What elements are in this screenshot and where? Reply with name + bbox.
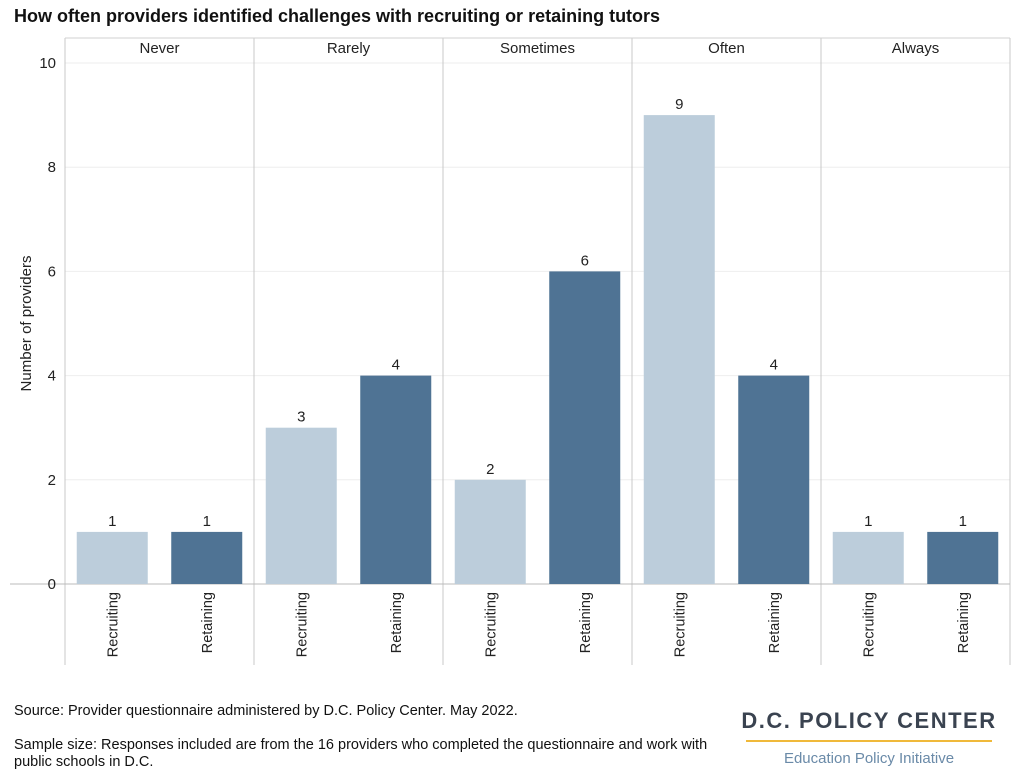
x-tick-label: Retaining <box>767 592 783 653</box>
bar-retaining <box>927 531 999 584</box>
logo-divider <box>746 740 992 742</box>
logo-name: D.C. POLICY CENTER <box>741 708 997 733</box>
bar-recruiting <box>643 115 715 584</box>
data-label: 1 <box>203 513 211 530</box>
facet-label: Sometimes <box>500 40 575 57</box>
data-label: 6 <box>581 252 589 269</box>
sample-size-note: Sample size: Responses included are from… <box>14 737 708 770</box>
x-tick-label: Recruiting <box>294 592 310 657</box>
x-tick-label: Retaining <box>200 592 216 653</box>
data-label: 4 <box>392 357 400 374</box>
x-tick-label: Recruiting <box>105 592 121 657</box>
x-tick-label: Recruiting <box>483 592 499 657</box>
bar-recruiting <box>76 531 148 584</box>
x-tick-label: Retaining <box>956 592 972 653</box>
y-tick-label: 10 <box>39 55 56 72</box>
x-tick-label: Recruiting <box>861 592 877 657</box>
facet-label: Always <box>892 40 940 57</box>
bar-recruiting <box>832 531 904 584</box>
y-tick-label: 2 <box>48 472 56 489</box>
data-label: 4 <box>770 357 778 374</box>
bar-retaining <box>738 375 810 584</box>
y-axis-title: Number of providers <box>18 256 35 392</box>
logo-subtitle: Education Policy Initiative <box>783 750 955 767</box>
y-tick-label: 6 <box>48 263 56 280</box>
bar-chart: Never Rarely Sometimes Often Always 0 2 4 6 8 10 Nu… <box>10 37 1011 665</box>
x-tick-label: Retaining <box>389 592 405 653</box>
x-tick-label: Retaining <box>578 592 594 653</box>
y-tick-label: 4 <box>48 368 56 385</box>
chart-title: How often providers identified challenge… <box>14 6 661 26</box>
facet-label: Never <box>139 40 179 57</box>
data-label: 2 <box>486 461 494 478</box>
data-label: 3 <box>297 409 305 426</box>
facet-label: Often <box>708 40 745 57</box>
data-label: 1 <box>959 513 967 530</box>
bar-recruiting <box>454 479 526 584</box>
y-tick-label: 8 <box>48 159 56 176</box>
bar-retaining <box>549 271 621 584</box>
data-label: 9 <box>675 96 683 113</box>
dc-policy-center-logo: D.C. POLICY CENTER Education Policy Init… <box>738 708 1000 767</box>
y-tick-label: 0 <box>48 576 56 593</box>
source-note: Source: Provider questionnaire administe… <box>14 703 518 719</box>
bar-retaining <box>360 375 432 584</box>
data-label: 1 <box>108 513 116 530</box>
bar-retaining <box>171 531 243 584</box>
data-label: 1 <box>864 513 872 530</box>
bar-recruiting <box>265 427 337 584</box>
x-tick-label: Recruiting <box>672 592 688 657</box>
facet-label: Rarely <box>327 40 371 57</box>
